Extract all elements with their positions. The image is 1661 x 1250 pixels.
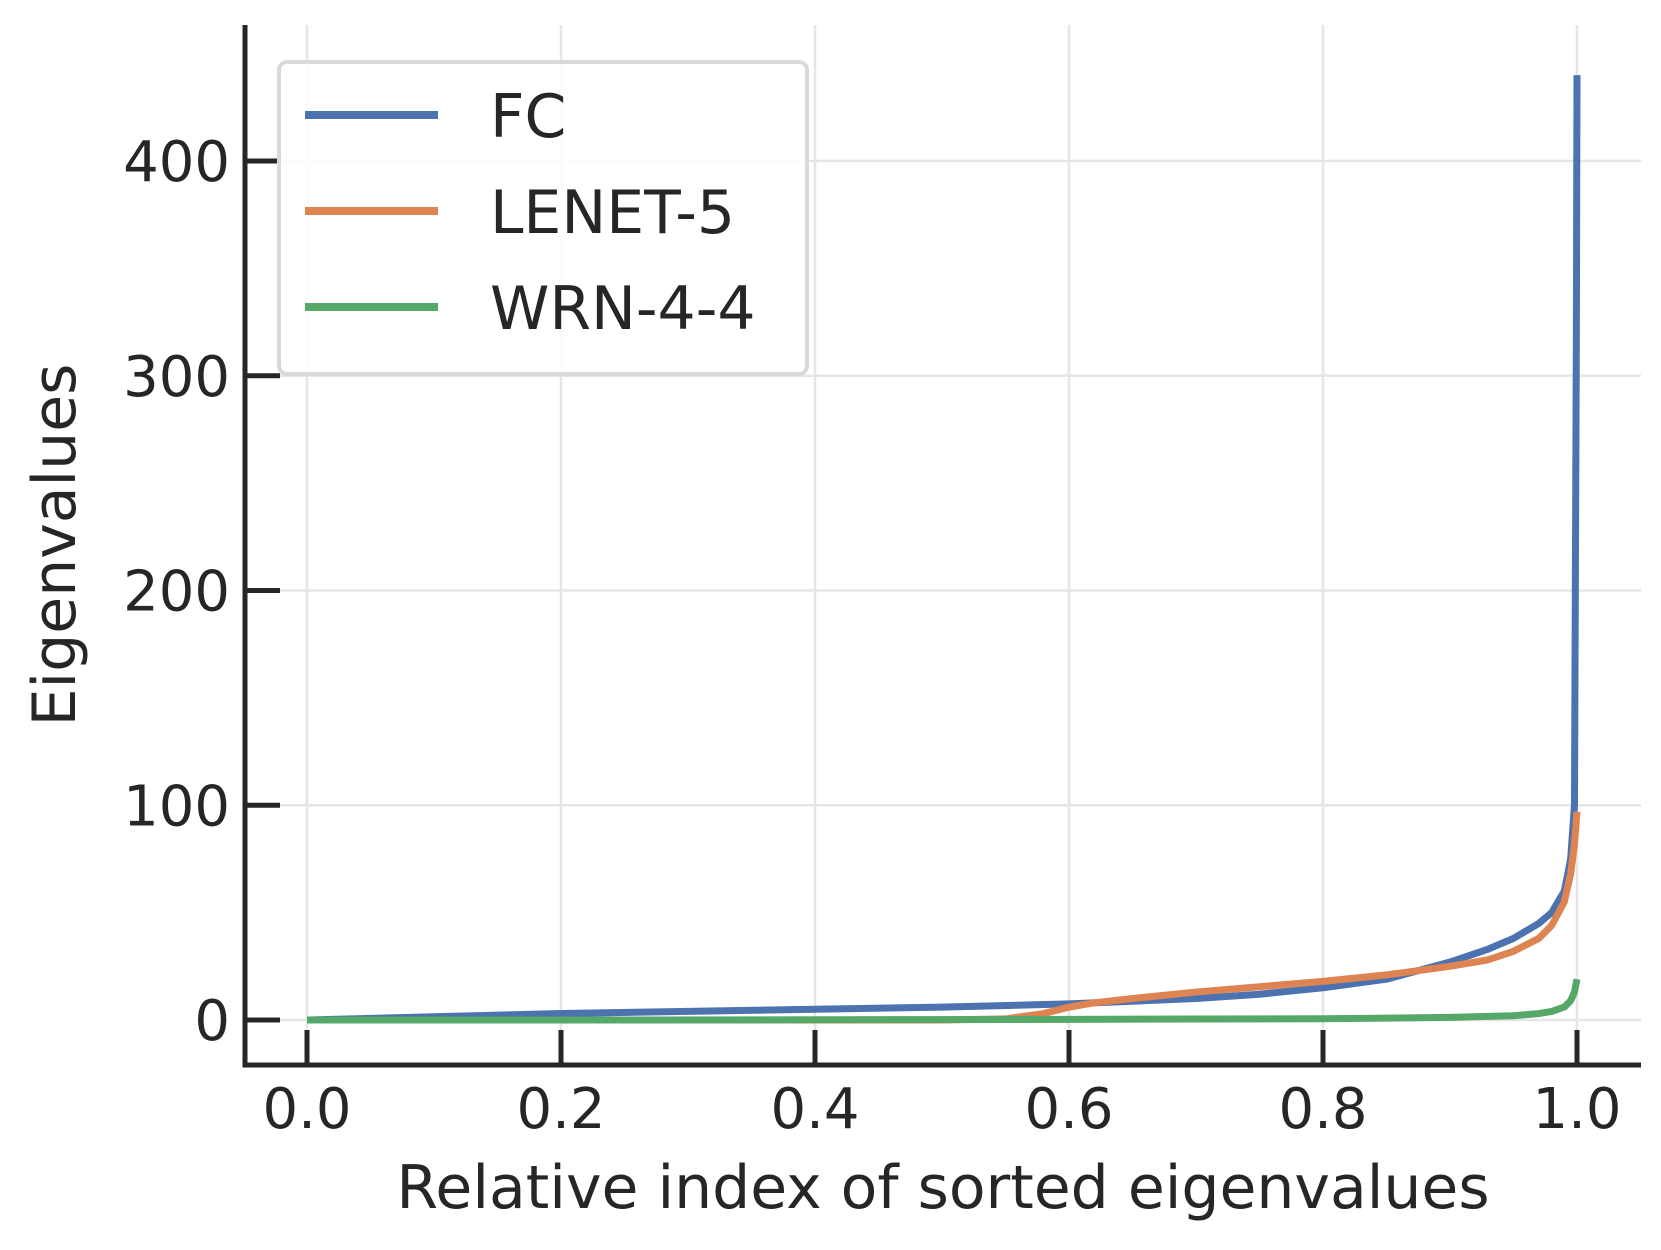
legend: FC LENET-5 WRN-4-4 [277, 60, 809, 376]
y-tick-label: 100 [123, 774, 230, 839]
legend-label-fc: FC [490, 82, 566, 152]
axes [242, 25, 1641, 1068]
y-axis-label: Eigenvalues [20, 364, 90, 727]
x-tick-label: 0.4 [770, 1077, 859, 1142]
x-tick-label: 0.6 [1024, 1077, 1113, 1142]
legend-label-wrn-4-4: WRN-4-4 [490, 274, 756, 344]
series-lines [306, 75, 1581, 1024]
y-tick-label: 300 [123, 345, 230, 410]
series-line-wrn-4-4 [307, 978, 1581, 1024]
y-tick-label: 400 [123, 130, 230, 195]
x-axis-label: Relative index of sorted eigenvalues [396, 1153, 1489, 1223]
legend-box [277, 60, 809, 376]
y-tick-label: 0 [194, 989, 230, 1054]
ticks: 0.0 0.2 0.4 0.6 0.8 1.0 0 100 200 300 400 [123, 130, 1621, 1142]
y-tick-label: 200 [123, 560, 230, 625]
x-tick-label: 0.2 [516, 1077, 605, 1142]
x-tick-label: 0.0 [262, 1077, 351, 1142]
legend-label-lenet-5: LENET-5 [490, 178, 735, 248]
x-tick-label: 0.8 [1278, 1077, 1367, 1142]
x-tick-label: 1.0 [1532, 1077, 1621, 1142]
series-line-lenet-5 [307, 811, 1581, 1024]
